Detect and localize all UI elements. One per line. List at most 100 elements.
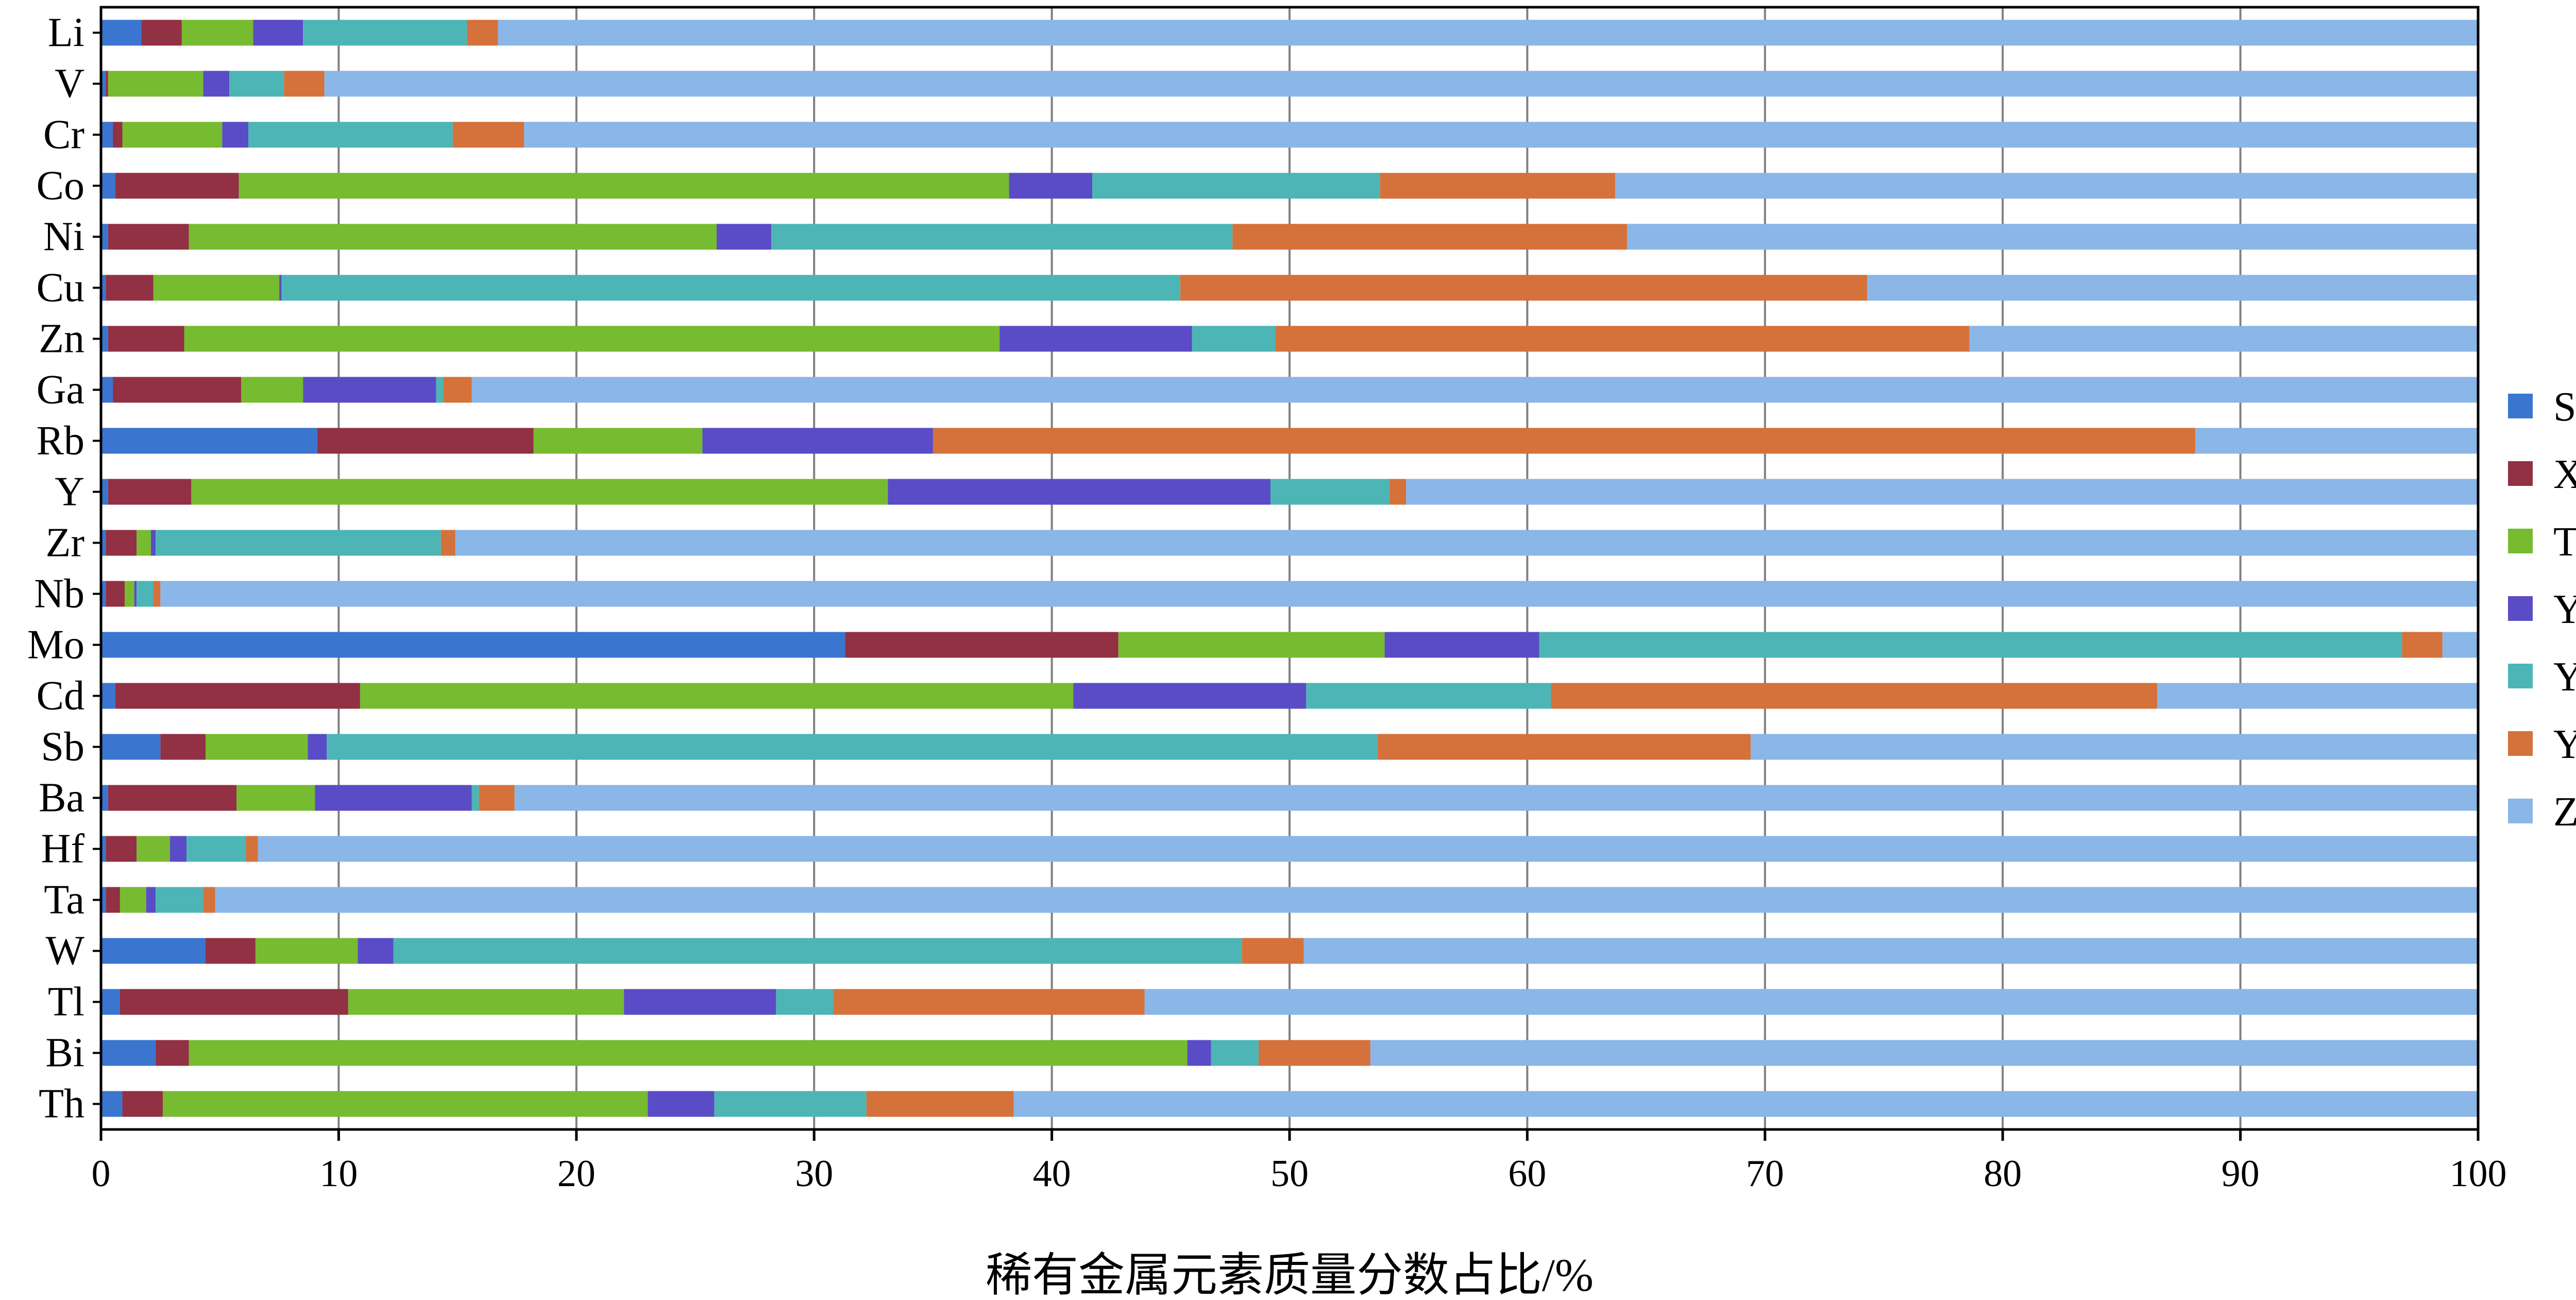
x-tick-label: 50	[1270, 1153, 1309, 1195]
bar-segment	[101, 275, 106, 301]
bar-segment	[181, 20, 253, 46]
bar-segment	[106, 836, 137, 862]
bar-segment	[1384, 632, 1539, 658]
category-label: Tl	[48, 980, 84, 1025]
category-label: Nb	[34, 571, 84, 617]
bar-segment	[498, 20, 2478, 46]
bar-segment	[137, 581, 154, 607]
bar-segment	[108, 71, 204, 97]
bar-segment	[702, 428, 933, 454]
bar-segment	[1242, 938, 1304, 964]
bar-segment	[1751, 734, 2478, 760]
bar-segment	[1615, 173, 2478, 199]
category-label: Sb	[41, 724, 85, 770]
legend-swatch	[2508, 394, 2533, 418]
bar-segment	[137, 530, 151, 556]
bar-segment	[108, 326, 184, 352]
bar-segment	[1380, 173, 1616, 199]
bar-segment	[101, 683, 115, 709]
bar-segment	[255, 938, 358, 964]
bar-segment	[1187, 1040, 1211, 1066]
bar-segment	[101, 428, 317, 454]
bar-segment	[146, 887, 156, 913]
bar-segment	[833, 989, 1145, 1015]
bar-segment	[1013, 1091, 2479, 1117]
bar-segment	[101, 122, 113, 148]
bar-segment	[436, 377, 444, 403]
bar-segment	[358, 938, 394, 964]
bar-segment	[308, 734, 327, 760]
bar-segment	[1306, 683, 1551, 709]
bar-segment	[1539, 632, 2402, 658]
category-label: Ta	[44, 877, 84, 923]
bar-segment	[281, 275, 1180, 301]
bar-segment	[101, 989, 120, 1015]
legend-swatch	[2508, 461, 2533, 486]
bar-segment	[327, 734, 1378, 760]
category-label: Th	[39, 1082, 84, 1127]
bar-segment	[533, 428, 703, 454]
bar-segment	[1144, 989, 2478, 1015]
bar-segment	[279, 275, 282, 301]
bar-segment	[106, 71, 108, 97]
category-label: Cr	[43, 112, 84, 158]
legend-label: ZK1	[2553, 789, 2576, 835]
bar-segment	[150, 530, 156, 556]
bar-segment	[253, 20, 303, 46]
bar-segment	[206, 938, 256, 964]
x-tick-label: 100	[2450, 1153, 2507, 1195]
bar-segment	[101, 326, 108, 352]
bar-segment	[203, 71, 230, 97]
bar-segment	[106, 530, 137, 556]
category-label: Co	[37, 163, 84, 209]
bar-segment	[1627, 224, 2478, 250]
legend-label: X	[2553, 452, 2576, 497]
bar-segment	[120, 887, 146, 913]
bar-segment	[113, 122, 123, 148]
bar-segment	[479, 785, 515, 811]
bar-segment	[1092, 173, 1380, 199]
bar-segment	[115, 173, 239, 199]
category-label: V	[55, 61, 84, 107]
bar-segment	[106, 581, 125, 607]
bar-segment	[303, 20, 467, 46]
bar-segment	[215, 887, 2478, 913]
bar-segment	[284, 71, 325, 97]
bar-segment	[452, 122, 524, 148]
bar-segment	[455, 530, 2478, 556]
bar-segment	[239, 173, 1009, 199]
bar-segment	[189, 224, 717, 250]
bar-segment	[467, 20, 498, 46]
category-label: Cu	[37, 265, 84, 311]
bar-segment	[160, 581, 2478, 607]
bar-segment	[101, 20, 142, 46]
bar-segment	[101, 224, 108, 250]
bar-segment	[999, 326, 1192, 352]
bar-segment	[108, 785, 236, 811]
bar-segment	[1406, 479, 2478, 505]
bar-segment	[241, 377, 303, 403]
category-label: Zr	[45, 520, 84, 566]
bar-segment	[101, 836, 106, 862]
bar-segment	[222, 122, 249, 148]
x-axis-title: 稀有金属元素质量分数占比/%	[986, 1250, 1594, 1300]
bar-segment	[101, 1091, 123, 1117]
category-label: Cd	[37, 673, 84, 719]
bar-segment	[845, 632, 1118, 658]
legend-swatch	[2508, 799, 2533, 823]
x-tick-label: 80	[1984, 1153, 2022, 1195]
bar-segment	[101, 581, 106, 607]
legend-swatch	[2508, 596, 2533, 621]
category-label: Ni	[43, 214, 84, 260]
bar-segment	[648, 1091, 715, 1117]
x-tick-label: 10	[319, 1153, 358, 1195]
bar-segment	[2157, 683, 2478, 709]
bar-segment	[106, 275, 154, 301]
bar-segment	[191, 479, 888, 505]
legend-label: T	[2553, 519, 2576, 565]
category-label: Mo	[27, 622, 84, 668]
category-label: Li	[48, 10, 84, 56]
bar-segment	[1259, 1040, 1370, 1066]
bar-segment	[115, 683, 360, 709]
bar-segment	[443, 377, 472, 403]
